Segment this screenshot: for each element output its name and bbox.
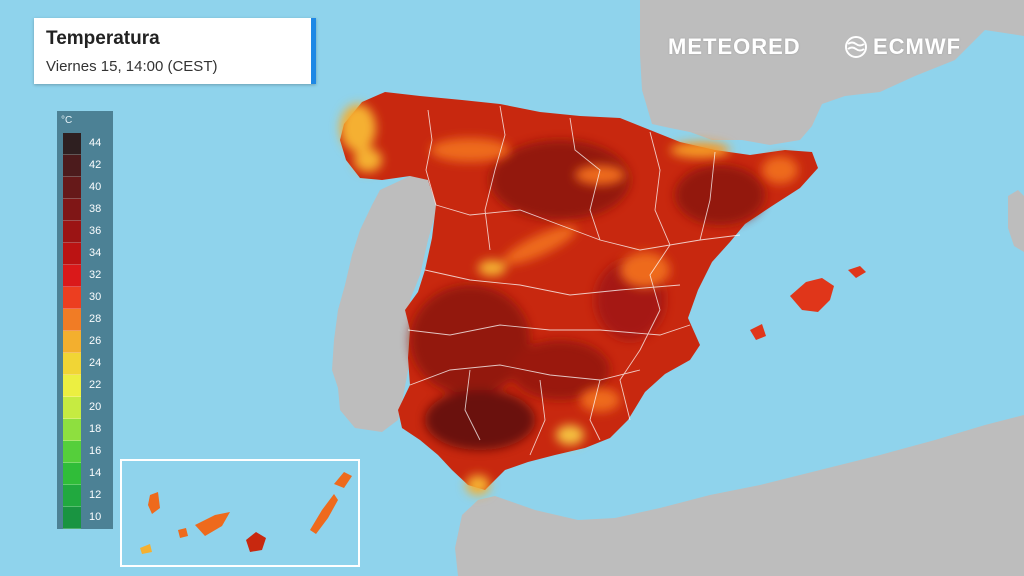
legend-row-44: 44 (63, 133, 109, 155)
portugal-landmass (332, 176, 438, 432)
el-hierro-island[interactable] (140, 544, 152, 554)
legend-row-26: 26 (63, 331, 109, 353)
legend-swatch (63, 287, 81, 309)
legend-swatch (63, 353, 81, 375)
legend-label: 36 (89, 225, 102, 237)
map-timestamp: Viernes 15, 14:00 (CEST) (46, 58, 218, 75)
legend-row-18: 18 (63, 419, 109, 441)
legend-swatch (63, 463, 81, 485)
legend-row-32: 32 (63, 265, 109, 287)
legend-label: 18 (89, 423, 102, 435)
legend-label: 30 (89, 291, 102, 303)
temperature-legend: °C 44 42 40 38 36 34 32 30 28 26 24 22 20 18 16 14 12 10 (57, 111, 113, 529)
heat-hotspots (410, 140, 765, 450)
fuerteventura-island[interactable] (310, 494, 338, 534)
legend-swatch (63, 419, 81, 441)
legend-label: 24 (89, 357, 102, 369)
legend-label: 32 (89, 269, 102, 281)
legend-row-38: 38 (63, 199, 109, 221)
legend-row-24: 24 (63, 353, 109, 375)
legend-row-12: 12 (63, 485, 109, 507)
canary-islands-inset (120, 459, 360, 567)
la-gomera-island[interactable] (178, 528, 188, 538)
la-palma-island[interactable] (148, 492, 160, 514)
legend-swatch (63, 221, 81, 243)
legend-swatch (63, 177, 81, 199)
region-borders (407, 105, 741, 456)
legend-label: 34 (89, 247, 102, 259)
legend-label: 12 (89, 489, 102, 501)
legend-label: 44 (89, 137, 102, 149)
canary-islands[interactable] (140, 472, 352, 554)
balearic-islands[interactable] (750, 266, 866, 340)
title-accent-bar (311, 18, 316, 84)
legend-swatch (63, 155, 81, 177)
ecmwf-logo: ECMWF (843, 34, 961, 60)
legend-label: 38 (89, 203, 102, 215)
ecmwf-logo-text: ECMWF (873, 34, 962, 59)
legend-row-16: 16 (63, 441, 109, 463)
ibiza-island[interactable] (750, 324, 766, 340)
heat-warm-zones (340, 104, 798, 495)
legend-swatch (63, 441, 81, 463)
legend-swatch (63, 375, 81, 397)
legend-row-10: 10 (63, 507, 109, 529)
legend-row-20: 20 (63, 397, 109, 419)
legend-label: 20 (89, 401, 102, 413)
legend-label: 16 (89, 445, 102, 457)
legend-row-42: 42 (63, 155, 109, 177)
map-title: Temperatura (46, 28, 160, 49)
legend-swatch (63, 309, 81, 331)
corsica-island (1008, 190, 1024, 252)
legend-row-22: 22 (63, 375, 109, 397)
legend-row-14: 14 (63, 463, 109, 485)
tenerife-island[interactable] (195, 512, 230, 536)
gran-canaria-island[interactable] (246, 532, 266, 552)
legend-label: 14 (89, 467, 102, 479)
legend-unit: °C (61, 115, 73, 126)
lanzarote-island[interactable] (334, 472, 352, 488)
legend-row-28: 28 (63, 309, 109, 331)
legend-row-40: 40 (63, 177, 109, 199)
mallorca-island[interactable] (790, 278, 834, 312)
legend-swatch (63, 199, 81, 221)
legend-swatch (63, 507, 81, 529)
meteored-logo: METEORED (668, 34, 801, 59)
legend-label: 26 (89, 335, 102, 347)
map-title-card: Temperatura Viernes 15, 14:00 (CEST) (34, 18, 316, 84)
legend-swatch (63, 265, 81, 287)
france-landmass (640, 0, 1024, 145)
ecmwf-logo-icon (845, 36, 867, 58)
legend-swatch (63, 331, 81, 353)
legend-swatch (63, 485, 81, 507)
legend-label: 42 (89, 159, 102, 171)
legend-label: 22 (89, 379, 102, 391)
legend-label: 28 (89, 313, 102, 325)
menorca-island[interactable] (848, 266, 866, 278)
legend-swatch (63, 397, 81, 419)
legend-row-34: 34 (63, 243, 109, 265)
legend-row-36: 36 (63, 221, 109, 243)
legend-swatch (63, 133, 81, 155)
north-africa-landmass (455, 415, 1024, 576)
legend-label: 10 (89, 511, 102, 523)
legend-swatch (63, 243, 81, 265)
legend-label: 40 (89, 181, 102, 193)
legend-row-30: 30 (63, 287, 109, 309)
